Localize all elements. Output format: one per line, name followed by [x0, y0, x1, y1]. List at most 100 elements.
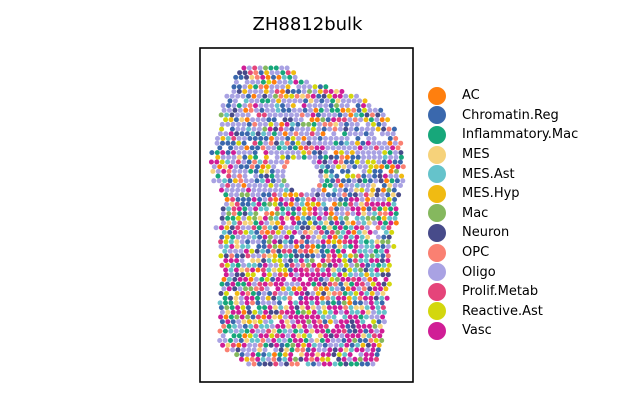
- spot: [272, 272, 278, 278]
- spot: [268, 342, 274, 348]
- spot: [279, 309, 285, 315]
- spot: [252, 65, 258, 71]
- spot: [260, 338, 266, 343]
- spot: [263, 103, 269, 109]
- spot: [350, 211, 356, 217]
- spot: [273, 361, 279, 367]
- spot: [373, 295, 379, 301]
- spot: [341, 300, 347, 306]
- spot: [373, 164, 379, 170]
- spot: [311, 347, 317, 353]
- spot: [254, 74, 260, 80]
- spot: [375, 253, 380, 259]
- spot: [364, 291, 370, 296]
- spot: [248, 276, 254, 282]
- spot: [300, 309, 306, 315]
- spot: [387, 140, 393, 146]
- spot: [302, 229, 308, 235]
- spot: [307, 154, 313, 160]
- spot: [285, 136, 291, 141]
- spot: [313, 323, 318, 329]
- spot: [340, 276, 346, 282]
- spot: [326, 272, 332, 278]
- spot: [218, 291, 224, 296]
- spot: [339, 220, 345, 226]
- spot: [337, 244, 343, 249]
- spot: [247, 70, 253, 76]
- spot: [289, 361, 295, 367]
- spot: [236, 206, 242, 212]
- spot: [275, 323, 281, 329]
- spot: [311, 159, 317, 165]
- spot: [242, 154, 248, 160]
- spot: [306, 150, 312, 156]
- spot: [290, 319, 296, 325]
- spot: [273, 126, 279, 132]
- legend-label: Prolif.Metab: [462, 284, 539, 300]
- spot: [309, 267, 315, 273]
- spot: [365, 140, 371, 146]
- spot: [325, 328, 331, 334]
- spot: [246, 361, 252, 367]
- spot: [340, 107, 346, 113]
- spot: [242, 220, 248, 226]
- spot: [219, 225, 224, 231]
- spot: [330, 295, 336, 301]
- spot: [349, 150, 355, 156]
- spot: [359, 347, 365, 353]
- spot: [360, 319, 366, 325]
- spot: [264, 220, 270, 226]
- spot: [322, 281, 328, 287]
- spot: [352, 295, 358, 301]
- spot: [336, 258, 342, 264]
- spot: [269, 333, 275, 339]
- spot: [218, 314, 224, 320]
- spot: [398, 140, 404, 146]
- spot: [264, 168, 270, 174]
- spot: [257, 361, 262, 367]
- spot: [319, 248, 325, 254]
- spot: [349, 159, 355, 165]
- spot: [252, 136, 258, 141]
- spot: [347, 352, 353, 358]
- spot: [266, 300, 272, 306]
- spot: [233, 79, 239, 85]
- spot: [337, 112, 343, 118]
- spot: [293, 314, 299, 320]
- spot: [246, 215, 252, 221]
- spot: [333, 342, 339, 348]
- spot: [380, 305, 386, 311]
- spot: [299, 352, 304, 358]
- spot: [263, 154, 269, 160]
- spot: [263, 136, 269, 141]
- spot: [334, 211, 340, 217]
- spot: [279, 319, 285, 325]
- spot: [387, 136, 393, 141]
- spot: [265, 338, 271, 343]
- spot: [321, 234, 327, 240]
- spot: [386, 225, 392, 231]
- spot: [373, 145, 379, 151]
- spot: [329, 107, 335, 113]
- spot: [368, 295, 374, 301]
- spot: [284, 140, 290, 146]
- spot: [376, 319, 382, 325]
- spot: [220, 206, 226, 212]
- spot: [289, 262, 295, 268]
- spot: [315, 239, 321, 245]
- spot: [243, 98, 249, 104]
- spot: [371, 154, 377, 160]
- spot: [292, 248, 298, 254]
- spot: [390, 164, 395, 170]
- spot: [289, 234, 295, 240]
- spot: [377, 168, 383, 174]
- spot: [255, 131, 261, 137]
- spot: [278, 225, 284, 231]
- spot: [370, 159, 376, 165]
- spot: [368, 267, 374, 273]
- spot: [306, 140, 312, 146]
- spot: [267, 187, 273, 193]
- spot: [366, 211, 372, 217]
- spot: [292, 74, 298, 80]
- spot: [266, 328, 272, 334]
